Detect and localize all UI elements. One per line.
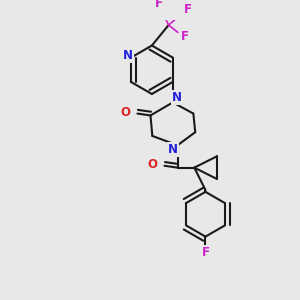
Text: F: F (202, 246, 209, 259)
Text: F: F (184, 3, 192, 16)
Text: O: O (147, 158, 157, 171)
Text: F: F (155, 0, 163, 10)
Text: N: N (172, 91, 182, 104)
Text: F: F (181, 30, 188, 43)
Text: N: N (123, 49, 133, 62)
Text: O: O (120, 106, 130, 119)
Text: N: N (168, 143, 178, 156)
